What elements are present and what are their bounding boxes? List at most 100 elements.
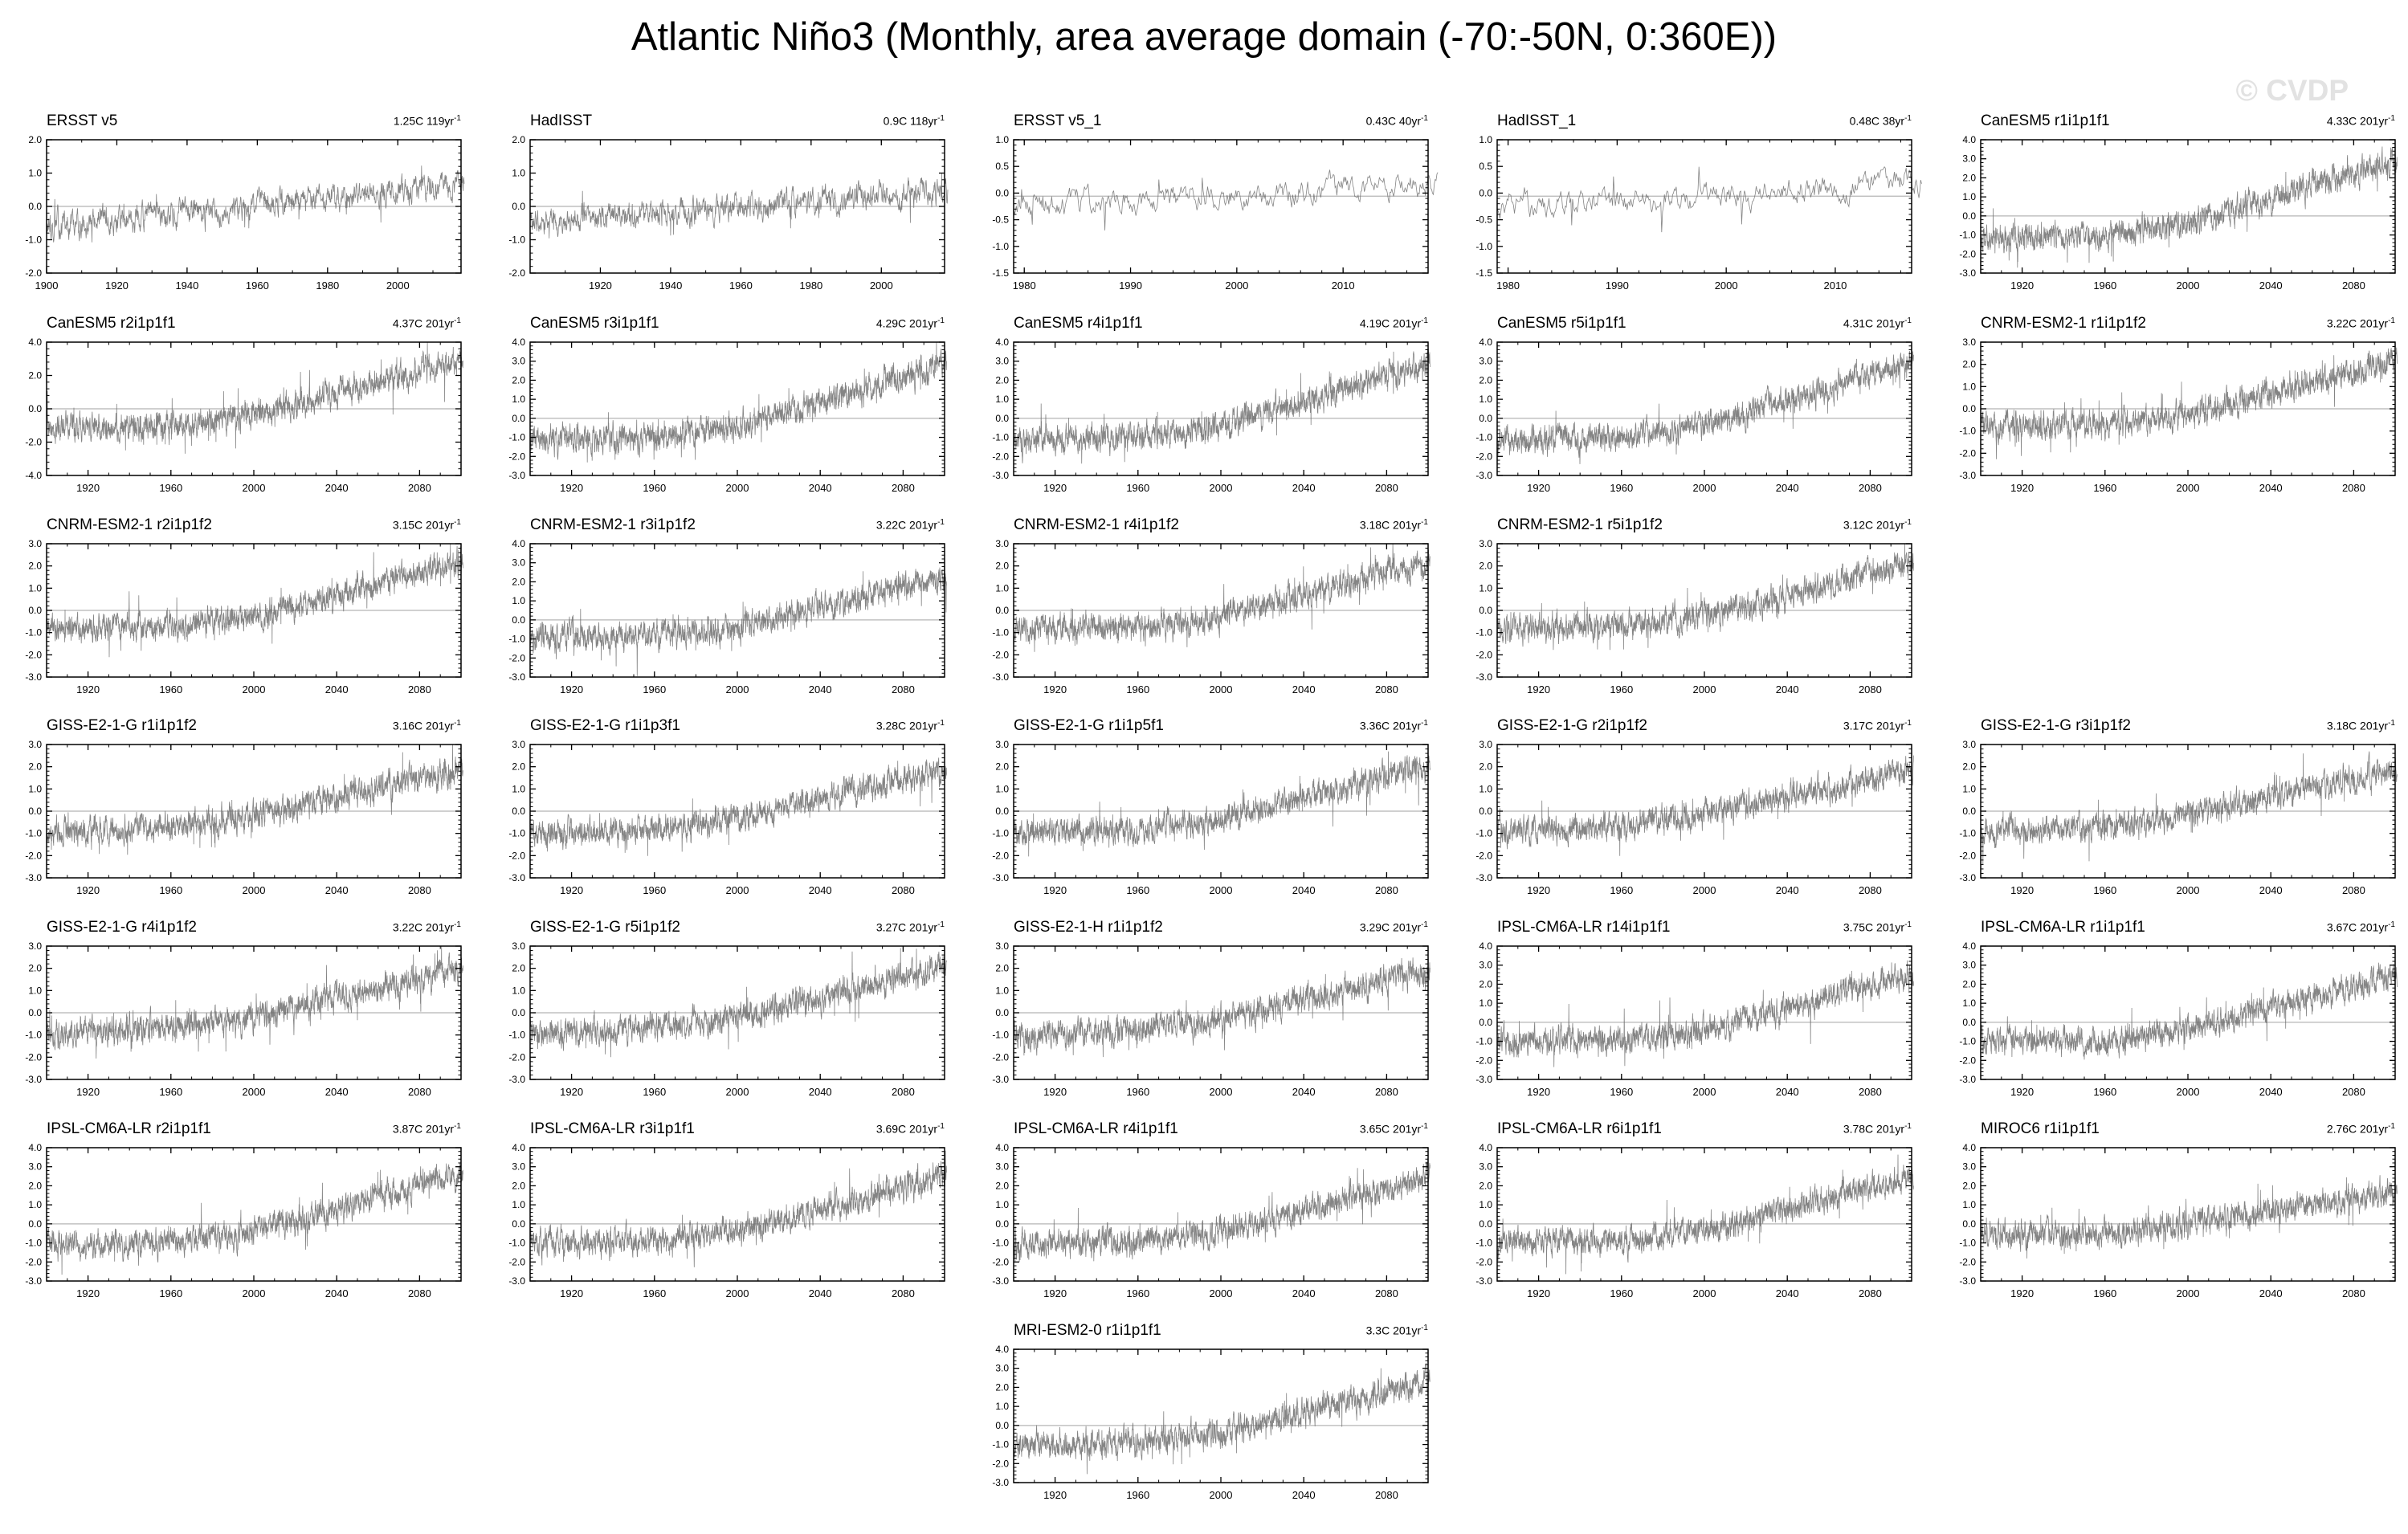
panel-trend-label: 3.18C 201yr-1 xyxy=(2326,719,2395,732)
y-tick-label: -1.0 xyxy=(508,1238,525,1249)
y-tick-label: 3.0 xyxy=(512,940,525,952)
panel-trend-label: 3.17C 201yr-1 xyxy=(1843,719,1912,732)
panel-title: ERSST v5_1 xyxy=(1014,112,1102,129)
x-tick-label: 2000 xyxy=(1210,683,1233,696)
y-tick-label: -1.0 xyxy=(25,828,42,839)
chart-panel: IPSL-CM6A-LR r3i1p1f1 3.69C 201yr-1 4.0 3.0… xyxy=(484,1120,965,1321)
x-tick-label: 2080 xyxy=(1375,1086,1398,1098)
x-tick-label: 1920 xyxy=(1527,884,1550,896)
y-tick-label: 0.0 xyxy=(28,806,42,817)
y-tick-label: -1.0 xyxy=(25,235,42,246)
x-tick-label: 1960 xyxy=(1610,683,1633,696)
plot-frame xyxy=(1980,139,2396,274)
x-tick-label: 1960 xyxy=(1126,683,1149,696)
y-tick-label: 0.0 xyxy=(1479,1218,1492,1230)
x-tick-label: 2040 xyxy=(1776,884,1799,896)
y-tick-label: 1.0 xyxy=(28,582,42,594)
series-line xyxy=(529,1150,947,1267)
x-tick-label: 1920 xyxy=(1527,1287,1550,1299)
y-tick-label: -3.0 xyxy=(25,1275,42,1287)
chart-panel: CanESM5 r4i1p1f1 4.19C 201yr-1 4.0 3.0 2.0 1.… xyxy=(967,315,1449,516)
y-tick-label: 0.0 xyxy=(1479,187,1492,198)
panel-trend-label: 3.18C 201yr-1 xyxy=(1359,518,1428,532)
series-line xyxy=(46,543,463,658)
panel-plot: 3.0 2.0 1.0 0.0 -1.0 -2.0 -3.0 1920 1960 2000 2040… xyxy=(508,940,947,1098)
panel-plot: 3.0 2.0 1.0 0.0 -1.0 -2.0 -3.0 1920 1960 2000 2040… xyxy=(508,739,947,896)
panel-trend-label: 3.78C 201yr-1 xyxy=(1843,1122,1912,1136)
y-tick-label: 0.0 xyxy=(1479,806,1492,817)
x-tick-label: 2040 xyxy=(1776,482,1799,494)
y-tick-label: -2.0 xyxy=(25,1051,42,1063)
y-tick-label: -3.0 xyxy=(1959,872,1976,883)
y-tick-label: -3.0 xyxy=(992,470,1009,481)
series-line xyxy=(1013,751,1431,857)
x-tick-label: 2000 xyxy=(243,482,266,494)
y-tick-label: -2.0 xyxy=(508,451,525,462)
panel-trend-value: 1.25C 119yr xyxy=(393,114,455,128)
chart-panel: GISS-E2-1-H r1i1p1f2 3.29C 201yr-1 3.0 2.0 1… xyxy=(967,919,1449,1120)
y-tick-label: -3.0 xyxy=(992,1074,1009,1085)
panel-title: IPSL-CM6A-LR r3i1p1f1 xyxy=(530,1120,695,1137)
y-tick-label: -1.0 xyxy=(508,828,525,839)
chart-panel: CNRM-ESM2-1 r4i1p1f2 3.18C 201yr-1 3.0 2.0 1… xyxy=(967,516,1449,717)
x-tick-label: 1990 xyxy=(1119,279,1142,292)
y-tick-label: 2.0 xyxy=(512,1180,525,1191)
chart-panel: CNRM-ESM2-1 r3i1p1f2 3.22C 201yr-1 4.0 3.0 2… xyxy=(484,516,965,717)
panel-trend-value: 3.27C 201yr xyxy=(875,920,938,934)
y-tick-label: -3.0 xyxy=(992,1477,1009,1488)
x-tick-label: 2000 xyxy=(1693,1287,1716,1299)
y-tick-label: 0.0 xyxy=(512,1218,525,1230)
y-tick-label: -1.0 xyxy=(1475,828,1492,839)
y-tick-label: 3.0 xyxy=(995,1363,1009,1374)
x-tick-label: 1920 xyxy=(2010,482,2034,494)
panel-plot: 3.0 2.0 1.0 0.0 -1.0 -2.0 -3.0 1920 1960 2000 2040… xyxy=(25,940,463,1098)
x-tick-label: 1920 xyxy=(76,1086,100,1098)
panel-trend-label: 3.22C 201yr-1 xyxy=(392,920,461,934)
y-tick-label: -2.0 xyxy=(992,649,1009,660)
y-tick-label: -1.0 xyxy=(1959,230,1976,241)
chart-panel: ERSST v5_1 0.43C 40yr-1 1.0 0.5 0.0 -0.5 -1.0 -… xyxy=(967,112,1449,313)
y-tick-label: -1.0 xyxy=(1475,1238,1492,1249)
x-tick-label: 2080 xyxy=(892,884,915,896)
y-tick-label: 3.0 xyxy=(28,739,42,750)
x-tick-label: 1980 xyxy=(1013,279,1036,292)
y-tick-label: -2.0 xyxy=(1475,1256,1492,1267)
y-tick-label: -2.0 xyxy=(508,267,525,279)
x-tick-label: 2040 xyxy=(2259,884,2283,896)
y-tick-label: 2.0 xyxy=(28,370,42,381)
series-line xyxy=(1013,544,1431,652)
y-tick-label: 0.5 xyxy=(995,161,1009,172)
panel-trend-value: 0.48C 38yr xyxy=(1849,114,1905,128)
x-tick-label: 2000 xyxy=(243,884,266,896)
y-tick-label: -4.0 xyxy=(25,470,42,481)
x-tick-label: 2000 xyxy=(1693,482,1716,494)
panel-trend-value: 3.78C 201yr xyxy=(1843,1122,1905,1136)
panel-plot: 1.0 0.5 0.0 -0.5 -1.0 -1.5 1980 1990 2000 2010 xyxy=(992,134,1439,292)
x-tick-label: 2000 xyxy=(243,1287,266,1299)
y-tick-label: -2.0 xyxy=(1959,248,1976,259)
y-tick-label: 4.0 xyxy=(1479,940,1492,952)
panel-trend-label: 2.76C 201yr-1 xyxy=(2326,1122,2395,1136)
plot-frame xyxy=(1013,341,1429,476)
panel-title: MIROC6 r1i1p1f1 xyxy=(1981,1120,2100,1137)
x-tick-label: 2000 xyxy=(1225,279,1248,292)
panel-trend-label: 3.22C 201yr-1 xyxy=(875,518,945,532)
y-tick-label: 1.0 xyxy=(995,1401,1009,1412)
y-tick-label: -1.0 xyxy=(1475,627,1492,638)
panel-plot: 4.0 3.0 2.0 1.0 0.0 -1.0 -2.0 -3.0 1920 1960 2000 2… xyxy=(992,1142,1431,1299)
y-tick-label: 2.0 xyxy=(28,134,42,145)
y-tick-label: 2.0 xyxy=(512,374,525,386)
x-tick-label: 2040 xyxy=(1776,683,1799,696)
series-line xyxy=(1013,1158,1431,1263)
panel-plot: 4.0 3.0 2.0 1.0 0.0 -1.0 -2.0 -3.0 1920 1960 2000 2… xyxy=(992,337,1431,494)
x-tick-label: 1960 xyxy=(1610,1086,1633,1098)
y-tick-label: 2.0 xyxy=(995,374,1009,386)
x-tick-label: 1960 xyxy=(1610,1287,1633,1299)
x-tick-label: 2000 xyxy=(2177,279,2200,292)
y-tick-label: 3.0 xyxy=(1962,153,1976,165)
y-tick-label: 3.0 xyxy=(1962,337,1976,348)
chart-panel: HadISST_1 0.48C 38yr-1 1.0 0.5 0.0 -0.5 -1.0 -1… xyxy=(1451,112,1933,313)
panel-title: GISS-E2-1-H r1i1p1f2 xyxy=(1014,919,1163,936)
x-tick-label: 1960 xyxy=(2093,482,2116,494)
x-tick-label: 2080 xyxy=(1859,1287,1882,1299)
